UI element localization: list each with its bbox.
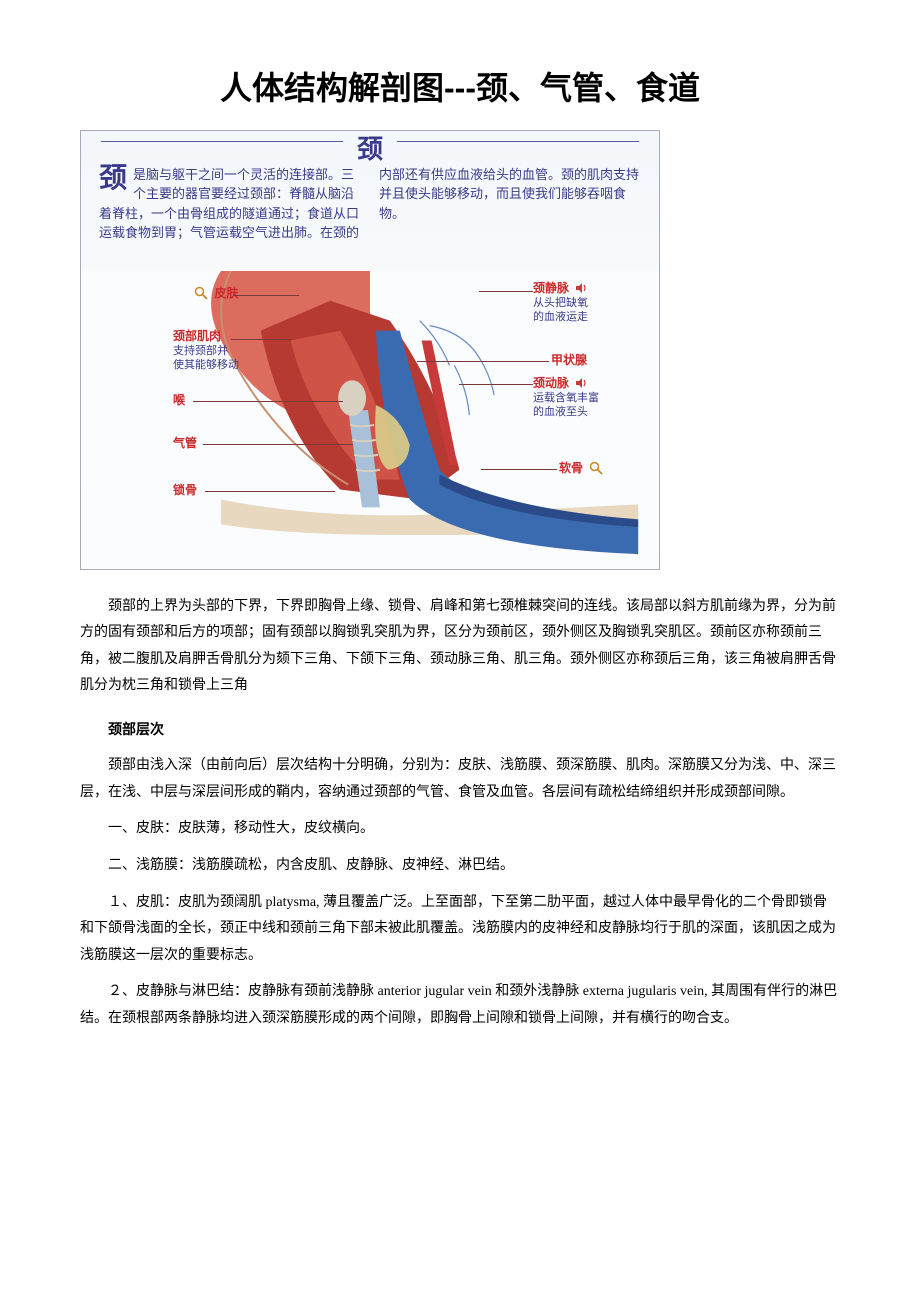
para-boundaries: 颈部的上界为头部的下界，下界即胸骨上缘、锁骨、肩峰和第七颈椎棘突间的连线。该局部…	[80, 594, 840, 700]
label-text: 颈部肌肉	[173, 329, 221, 343]
label-line	[193, 401, 343, 402]
page-title: 人体结构解剖图---颈、气管、食道	[80, 60, 840, 118]
label-jugular-vein: 颈静脉 从头把缺氧的血液运走	[533, 281, 590, 325]
para-platysma: １、皮肌：皮肌为颈阔肌 platysma, 薄且覆盖广泛。上至面部，下至第二肋平…	[80, 890, 840, 970]
label-cartilage: 软骨	[559, 461, 606, 477]
label-sub: 从头把缺氧的血液运走	[533, 296, 590, 325]
label-line	[417, 361, 549, 362]
label-line	[459, 384, 533, 385]
sound-icon	[574, 376, 588, 390]
label-sub: 支持颈部并使其能够移动	[173, 344, 239, 373]
label-trachea: 气管	[173, 436, 197, 452]
label-line	[479, 291, 533, 292]
label-text: 甲状腺	[551, 353, 587, 367]
para-layers-intro: 颈部由浅入深（由前向后）层次结构十分明确，分别为：皮肤、浅筋膜、颈深筋膜、肌肉。…	[80, 753, 840, 806]
label-line	[203, 444, 353, 445]
label-sub: 运载含氧丰富的血液至头	[533, 391, 599, 420]
section-heading-layers: 颈部层次	[80, 718, 840, 743]
label-skin: 皮肤	[191, 286, 238, 302]
para-veins-lymph: ２、皮静脉与淋巴结：皮静脉有颈前浅静脉 anterior jugular vei…	[80, 979, 840, 1032]
label-larynx: 喉	[173, 393, 185, 409]
diagram-intro: 颈是脑与躯干之间一个灵活的连接部。三个主要的器官要经过颈部：脊髓从脑沿着脊柱，一…	[99, 165, 641, 243]
label-line	[481, 469, 557, 470]
diagram-intro-lead: 颈	[99, 165, 127, 193]
label-line	[231, 339, 291, 340]
label-text: 喉	[173, 393, 185, 407]
anatomy-diagram: 颈 颈是脑与躯干之间一个灵活的连接部。三个主要的器官要经过颈部：脊髓从脑沿着脊柱…	[80, 130, 660, 570]
label-neck-muscle: 颈部肌肉 支持颈部并使其能够移动	[173, 329, 239, 373]
label-carotid-artery: 颈动脉 运载含氧丰富的血液至头	[533, 376, 599, 420]
para-superficial-fascia: 二、浅筋膜：浅筋膜疏松，内含皮肌、皮静脉、皮神经、淋巴结。	[80, 853, 840, 880]
label-text: 软骨	[559, 461, 583, 475]
label-thyroid: 甲状腺	[551, 353, 587, 369]
label-text: 皮肤	[214, 286, 238, 300]
anatomy-illustration: 皮肤 颈部肌肉 支持颈部并使其能够移动 喉 气管 锁骨 颈静脉 从头把缺氧的血液…	[81, 271, 659, 569]
diagram-intro-text-1: 是脑与躯干之间一个灵活的连接部。三个主要的器官要经过颈部：脊髓从脑沿着脊柱，一个…	[99, 167, 359, 221]
sound-icon	[574, 281, 588, 295]
magnifier-icon	[589, 461, 603, 475]
label-line	[233, 295, 299, 296]
label-text: 锁骨	[173, 483, 197, 497]
label-line	[205, 491, 335, 492]
para-skin: 一、皮肤：皮肤薄，移动性大，皮纹横向。	[80, 816, 840, 843]
label-text: 颈静脉	[533, 281, 569, 295]
label-text: 气管	[173, 436, 197, 450]
label-clavicle: 锁骨	[173, 483, 197, 499]
label-text: 颈动脉	[533, 376, 569, 390]
magnifier-icon	[194, 286, 208, 300]
